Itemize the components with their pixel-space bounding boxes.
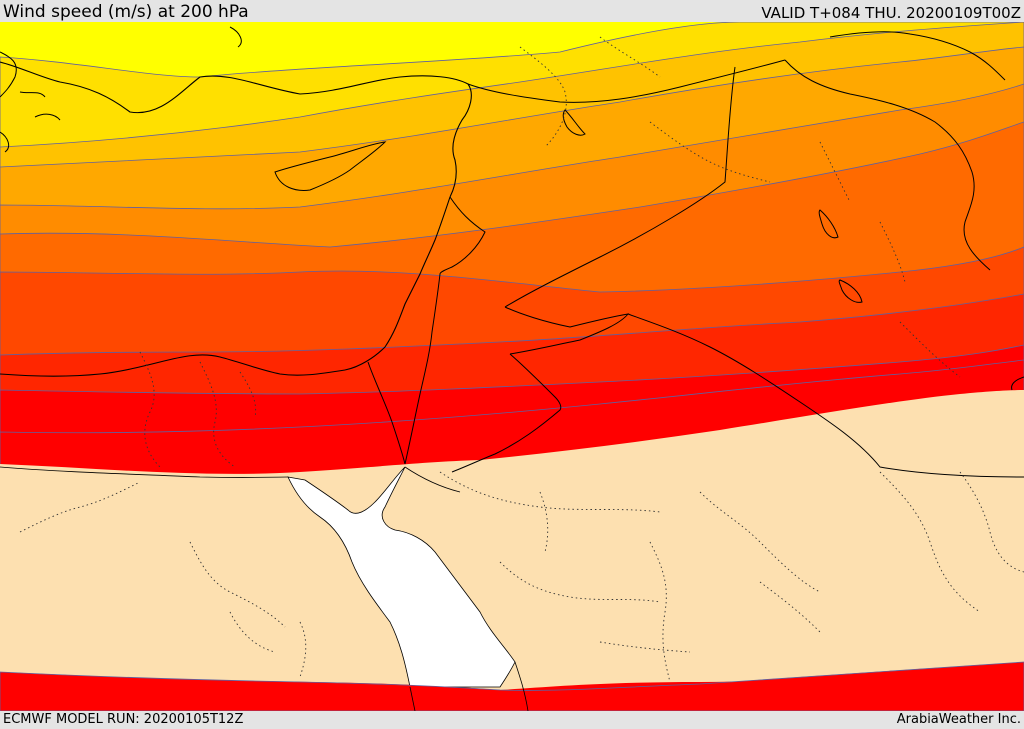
- credit: ArabiaWeather Inc.: [896, 712, 1021, 727]
- levant-coastline: [344, 196, 451, 371]
- lake-3: [838, 279, 863, 303]
- red-sea: [287, 466, 516, 688]
- border-turkey-syria: [467, 59, 786, 103]
- border-iraq-iran: [784, 59, 991, 271]
- border-syria-iraq: [504, 66, 736, 308]
- aegean-islands: [0, 26, 242, 153]
- border-saudi-coast: [404, 466, 461, 493]
- header-bar: [0, 0, 1024, 22]
- border-south: [409, 661, 529, 711]
- wind-speed-map: [0, 22, 1024, 711]
- egypt-coastline: [0, 354, 346, 377]
- border-israel: [404, 273, 441, 465]
- border-lebanon-syria: [439, 196, 486, 275]
- calm-region: [0, 390, 1024, 690]
- caspian-south: [829, 31, 1006, 81]
- lake-1: [562, 109, 586, 136]
- footer-bar: [0, 711, 1024, 729]
- border-egypt-sinai: [367, 361, 406, 465]
- persian-gulf-edge: [1011, 376, 1024, 391]
- border-saudi-iraq: [627, 313, 1024, 478]
- model-run: ECMWF MODEL RUN: 20200105T12Z: [3, 712, 244, 727]
- admin-boundaries: [19, 36, 1024, 683]
- cyprus: [274, 141, 387, 191]
- map-title: Wind speed (m/s) at 200 hPa: [3, 2, 249, 22]
- band-bottom: [0, 661, 1024, 711]
- valid-time: VALID T+084 THU. 20200109T00Z: [761, 4, 1021, 22]
- lake-2: [818, 209, 839, 239]
- north-coastline: [0, 61, 472, 198]
- border-sudan-egypt: [0, 466, 289, 478]
- border-saudi-jordan: [451, 353, 562, 473]
